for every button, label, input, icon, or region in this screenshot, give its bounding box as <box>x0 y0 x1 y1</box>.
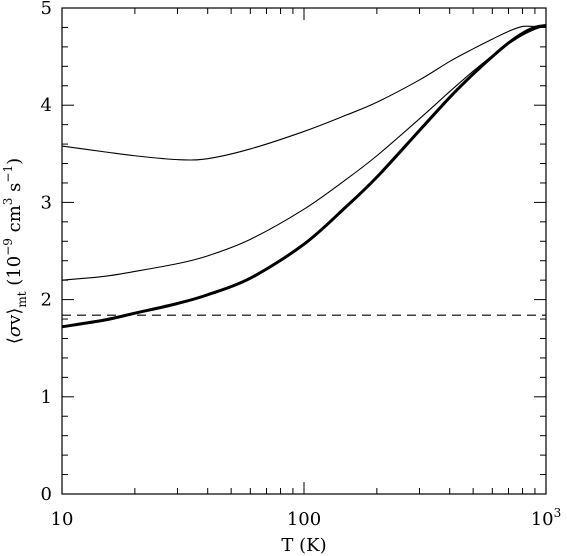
series-line-thick-2 <box>61 24 547 329</box>
x-tick-base: 10 <box>531 509 554 530</box>
y-title-subscript: mt <box>15 291 29 307</box>
y-tick-label: 0 <box>41 484 52 505</box>
y-title-exp2: 3 <box>1 198 15 206</box>
y-tick-label: 2 <box>41 290 52 311</box>
series-line-thin-0 <box>61 24 547 161</box>
y-title-exp1: −9 <box>1 238 15 256</box>
major-ticks <box>61 7 547 495</box>
x-tick-label: 103 <box>531 506 562 530</box>
y-tick-label: 1 <box>41 387 52 408</box>
x-axis-title: T (K) <box>281 535 326 556</box>
x-tick-label: 10 <box>51 509 74 530</box>
x-tick-base: 100 <box>287 509 321 530</box>
y-tick-label: 3 <box>41 192 52 213</box>
y-title-sigma: σ <box>4 324 25 337</box>
x-tick-label: 100 <box>287 509 321 530</box>
y-title-units-close: ) <box>4 158 25 165</box>
y-title-bracket-close: ⟩ <box>4 308 25 315</box>
x-tick-base: 10 <box>51 509 74 530</box>
y-title-v: v <box>4 314 25 326</box>
y-tick-label: 5 <box>41 0 52 19</box>
plot-frame <box>61 7 547 495</box>
minor-ticks <box>62 8 546 494</box>
x-tick-exponent: 3 <box>554 506 562 520</box>
series-layer <box>61 24 547 329</box>
y-axis-title: ⟨σv⟩mt (10−9 cm3 s−1) <box>1 158 29 344</box>
y-title-s: s <box>4 183 25 192</box>
y-title-cm: cm <box>4 205 25 232</box>
y-title-exp3: −1 <box>1 165 15 183</box>
y-tick-label: 4 <box>41 95 52 116</box>
series-line-thin-1 <box>61 24 547 281</box>
y-title-units-open: (10 <box>4 256 25 286</box>
y-title-bracket-open: ⟨ <box>4 337 25 344</box>
